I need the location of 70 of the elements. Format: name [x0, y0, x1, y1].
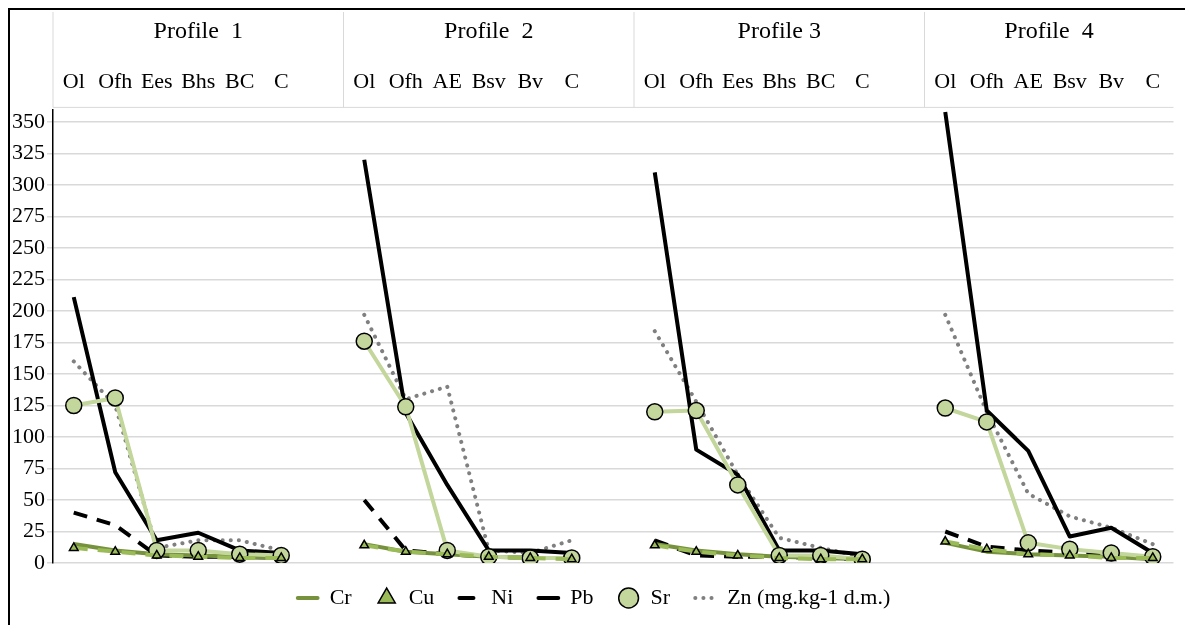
x-tick-label: Ol — [353, 67, 376, 93]
y-tick-label: 0 — [34, 548, 45, 574]
x-tick-label: Ees — [140, 67, 173, 93]
x-tick-label: Bsv — [1052, 67, 1087, 93]
x-tick-label: Bv — [517, 67, 544, 93]
x-tick-label: Bhs — [762, 67, 797, 93]
legend-label: Ni — [491, 583, 514, 609]
y-tick-label: 125 — [12, 391, 45, 417]
y-tick-label: 350 — [12, 107, 45, 133]
x-tick-label: Ees — [721, 67, 754, 93]
y-tick-label: 275 — [12, 202, 45, 228]
y-tick-label: 325 — [12, 139, 45, 165]
x-tick-label: Ofh — [98, 67, 133, 93]
y-tick-label: 200 — [12, 296, 45, 322]
point — [1064, 549, 1075, 559]
point — [691, 545, 702, 555]
x-tick-label: BC — [225, 67, 255, 93]
x-tick-label: Ofh — [679, 67, 714, 93]
point — [1019, 534, 1037, 552]
point — [68, 542, 79, 552]
text: Profile 2 — [444, 17, 534, 44]
point — [940, 535, 951, 545]
y-tick-label: 25 — [23, 517, 45, 543]
y-tick-label: 225 — [12, 265, 45, 291]
point — [65, 396, 83, 415]
x-tick-label: Ol — [62, 67, 85, 93]
point — [359, 539, 370, 549]
y-tick-label: 300 — [12, 170, 45, 196]
x-tick-label: Bhs — [181, 67, 216, 93]
point — [732, 549, 743, 559]
point — [978, 413, 996, 431]
point — [397, 398, 415, 416]
x-tick-label: Ol — [643, 67, 666, 93]
y-tick-label: 150 — [12, 359, 45, 385]
y-tick-label: 50 — [23, 485, 45, 511]
point — [981, 543, 992, 553]
point — [649, 539, 660, 549]
legend-label: Pb — [570, 583, 594, 609]
x-tick-label: C — [564, 67, 580, 93]
legend-label: Cr — [329, 583, 353, 609]
legend-label: Sr — [650, 583, 671, 609]
point — [1023, 548, 1034, 558]
y-tick-label: 175 — [12, 328, 45, 354]
point — [355, 332, 373, 350]
point — [110, 545, 121, 555]
x-tick-label: Ofh — [388, 67, 423, 93]
point — [106, 389, 124, 407]
text: Profile 1 — [153, 17, 243, 44]
y-tick-label: 250 — [12, 233, 45, 259]
legend-label: Cu — [408, 583, 435, 609]
x-tick-label: C — [273, 67, 289, 93]
y-tick-label: 100 — [12, 422, 45, 448]
y-tick-label: 75 — [23, 454, 45, 480]
point — [936, 399, 954, 417]
x-tick-label: AE — [432, 67, 462, 93]
text: Profile 4 — [1004, 17, 1094, 44]
point — [646, 403, 664, 421]
legend-label: Zn (mg.kg-1 d.m.) — [727, 583, 891, 609]
x-tick-label: Ofh — [969, 67, 1004, 93]
point — [400, 545, 411, 555]
x-tick-label: Bv — [1098, 67, 1125, 93]
x-tick-label: Bsv — [471, 67, 506, 93]
point — [687, 401, 705, 420]
x-tick-label: C — [854, 67, 870, 93]
x-tick-label: AE — [1013, 67, 1043, 93]
text: Profile 3 — [737, 17, 821, 44]
x-tick-label: C — [1145, 67, 1161, 93]
point — [729, 476, 747, 494]
x-tick-label: BC — [806, 67, 836, 93]
x-tick-label: Ol — [934, 67, 957, 93]
